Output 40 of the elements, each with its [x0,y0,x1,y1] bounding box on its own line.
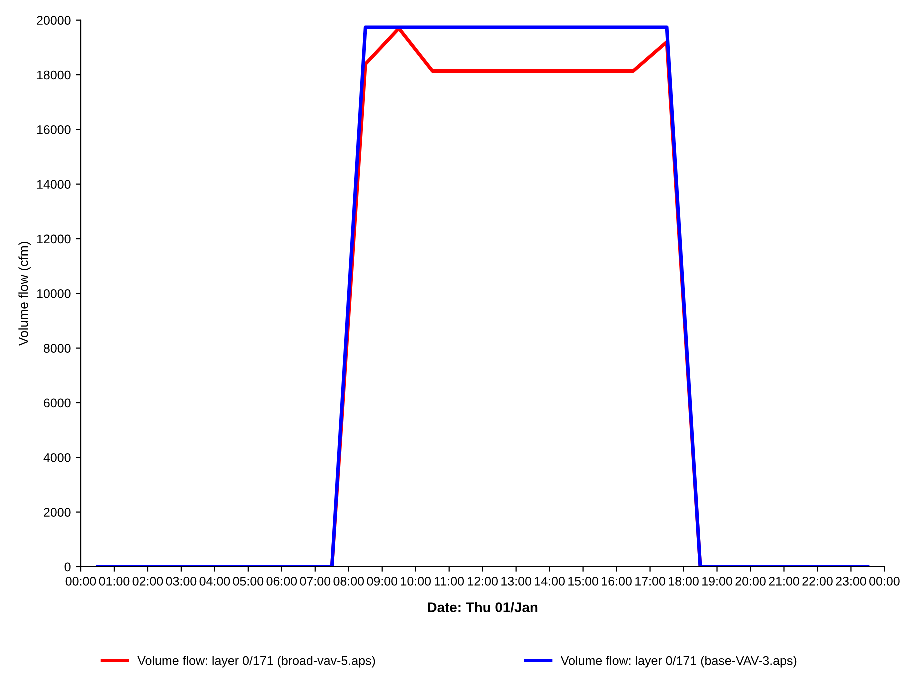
x-tick-label: 21:00 [769,577,800,586]
x-tick-label: 19:00 [702,577,732,586]
x-tick-label: 00:00 [870,577,900,586]
y-tick-label: 6000 [44,398,71,408]
y-axis-title: Volume flow (cfm) [18,242,31,346]
x-tick-label: 14:00 [535,577,565,586]
x-tick-label: 04:00 [200,577,230,586]
y-tick-label: 20000 [37,16,71,26]
y-tick-label: 18000 [37,70,71,80]
legend-label: Volume flow: layer 0/171 (base-VAV-3.aps) [560,656,797,668]
x-tick-label: 09:00 [367,577,398,586]
x-tick-label: 01:00 [99,577,130,586]
x-tick-label: 08:00 [334,577,364,586]
x-tick-label: 02:00 [132,577,164,586]
y-tick-label: 12000 [37,234,71,244]
x-tick-label: 23:00 [836,577,866,586]
x-tick-label: 17:00 [636,577,666,586]
x-axis-title: Date: Thu 01/Jan [428,602,538,613]
x-tick-label: 13:00 [502,577,532,586]
y-tick-label: 4000 [44,453,71,462]
x-tick-label: 05:00 [233,577,264,586]
x-tick-label: 15:00 [568,577,598,586]
y-tick-label: 14000 [37,180,71,189]
x-tick-label: 22:00 [802,577,833,586]
x-tick-label: 11:00 [435,577,464,586]
x-tick-label: 07:00 [300,577,331,586]
x-tick-label: 16:00 [602,577,632,586]
y-tick-label: 16000 [37,125,71,134]
x-tick-label: 12:00 [468,577,498,586]
legend-label: Volume flow: layer 0/171 (broad-vav-5.aps) [138,656,376,668]
y-tick-label: 0 [64,562,71,572]
y-tick-label: 2000 [44,508,71,517]
x-tick-label: 10:00 [401,577,432,586]
x-tick-label: 03:00 [166,577,197,586]
x-tick-label: 06:00 [266,577,298,586]
x-tick-label: 18:00 [669,577,699,586]
y-tick-label: 10000 [37,289,71,298]
x-tick-label: 20:00 [736,577,766,586]
x-tick-label: 00:00 [66,577,96,586]
y-tick-label: 8000 [44,344,71,353]
